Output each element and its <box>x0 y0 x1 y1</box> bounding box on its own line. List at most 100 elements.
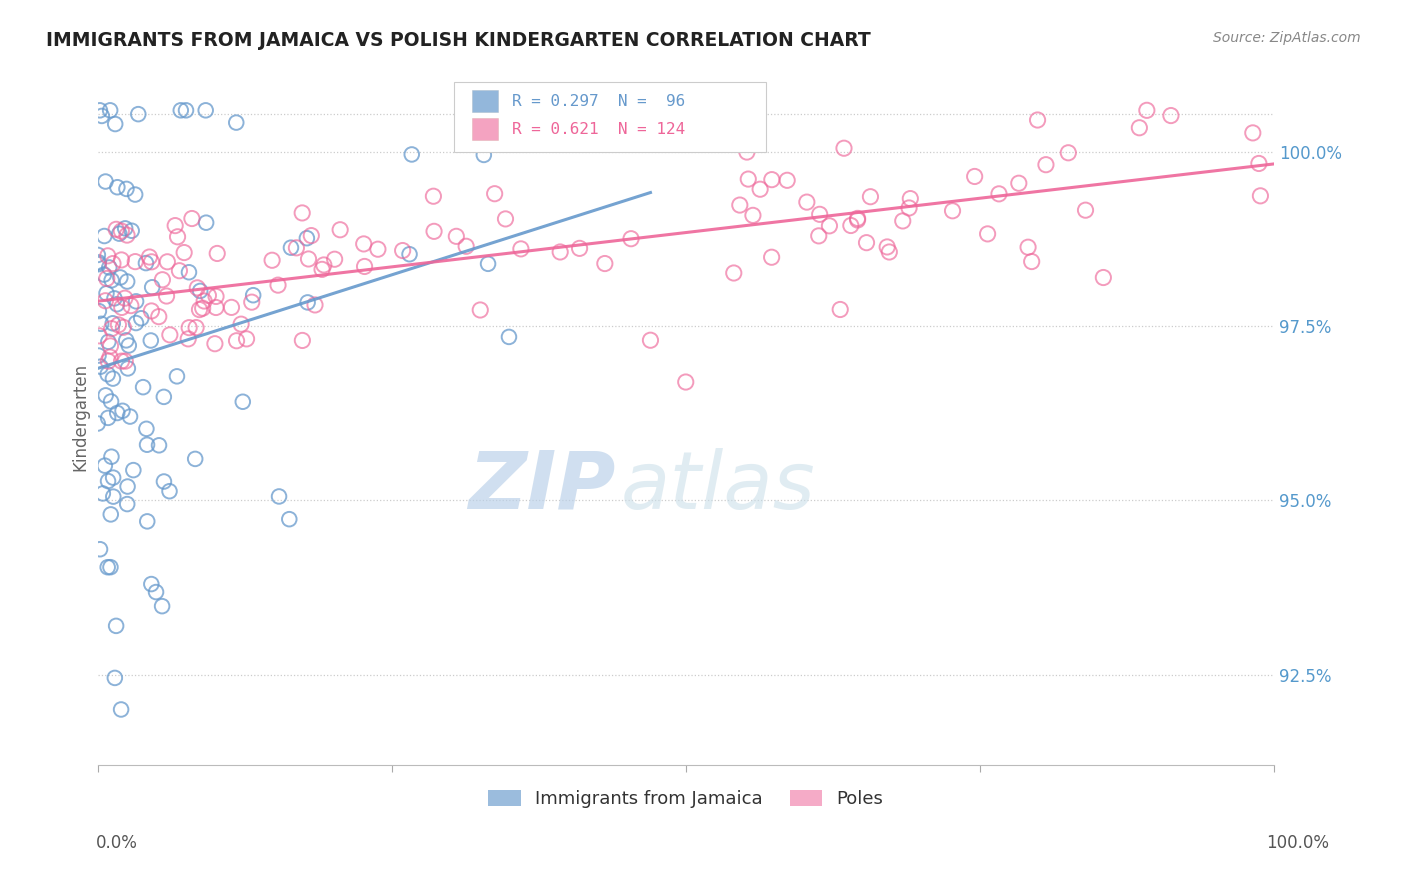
FancyBboxPatch shape <box>471 90 498 112</box>
Point <box>98 260 121 275</box>
Point <box>124 254 146 268</box>
Point <box>367 242 389 256</box>
Point <box>742 208 765 222</box>
Point <box>941 203 963 218</box>
Point <box>115 497 138 511</box>
Point <box>353 236 375 251</box>
Point <box>299 228 322 243</box>
Point <box>125 316 148 330</box>
Point <box>353 260 375 274</box>
Point <box>446 229 468 244</box>
Point <box>132 380 155 394</box>
Point <box>127 107 149 121</box>
Point <box>110 224 132 238</box>
Point <box>193 293 215 308</box>
Point <box>97 368 120 382</box>
Point <box>818 219 841 233</box>
Point <box>101 470 124 484</box>
Point <box>100 321 122 335</box>
Point <box>184 451 207 466</box>
Point <box>91 486 114 500</box>
Point <box>1035 158 1057 172</box>
Point <box>110 354 132 368</box>
Point <box>197 288 219 302</box>
Point <box>830 302 852 317</box>
Point <box>976 227 998 241</box>
Point <box>111 301 134 315</box>
Point <box>111 404 134 418</box>
Point <box>186 281 208 295</box>
FancyBboxPatch shape <box>471 118 498 140</box>
Point <box>267 490 290 504</box>
Point <box>93 268 115 282</box>
Point <box>174 103 197 118</box>
Point <box>118 409 141 424</box>
Point <box>188 284 211 298</box>
Point <box>90 317 112 331</box>
Point <box>136 514 159 528</box>
Point <box>963 169 986 184</box>
Point <box>807 228 830 243</box>
Point <box>120 299 142 313</box>
Point <box>235 332 257 346</box>
Point <box>114 291 136 305</box>
Point <box>262 253 284 268</box>
Point <box>87 255 110 269</box>
Point <box>96 271 118 285</box>
Point <box>94 388 117 402</box>
Point <box>548 244 571 259</box>
Point <box>135 422 157 436</box>
Point <box>855 235 877 250</box>
Point <box>103 291 125 305</box>
Point <box>141 304 163 318</box>
Point <box>191 301 214 316</box>
Point <box>1017 240 1039 254</box>
Point <box>1249 189 1271 203</box>
Point <box>620 232 643 246</box>
Point <box>104 671 127 685</box>
Point <box>148 310 170 324</box>
Point <box>1057 145 1080 160</box>
Point <box>278 512 301 526</box>
Point <box>104 117 127 131</box>
Text: R = 0.297  N =  96: R = 0.297 N = 96 <box>512 94 685 109</box>
Point <box>118 338 141 352</box>
Point <box>205 246 228 260</box>
Point <box>169 263 191 277</box>
Point <box>125 294 148 309</box>
Point <box>93 229 115 244</box>
Point <box>796 195 818 210</box>
Point <box>115 182 138 196</box>
Text: 100.0%: 100.0% <box>1265 834 1329 852</box>
Point <box>100 273 122 287</box>
Point <box>737 172 759 186</box>
Point <box>115 275 138 289</box>
Point <box>329 223 352 237</box>
Text: 0.0%: 0.0% <box>96 834 138 852</box>
Point <box>89 329 111 343</box>
Point <box>97 334 120 349</box>
Text: IMMIGRANTS FROM JAMAICA VS POLISH KINDERGARTEN CORRELATION CHART: IMMIGRANTS FROM JAMAICA VS POLISH KINDER… <box>46 31 872 50</box>
Point <box>495 211 517 226</box>
Point <box>398 247 420 261</box>
Point <box>103 490 125 504</box>
Point <box>87 248 110 262</box>
Y-axis label: Kindergarten: Kindergarten <box>72 363 89 471</box>
Point <box>148 438 170 452</box>
Point <box>97 354 120 368</box>
Point <box>101 256 124 270</box>
Point <box>156 254 179 268</box>
Text: ZIP: ZIP <box>468 448 616 525</box>
Point <box>401 147 423 161</box>
Point <box>139 334 162 348</box>
Point <box>808 207 831 221</box>
Point <box>105 297 128 311</box>
Point <box>472 148 495 162</box>
Point <box>101 316 124 330</box>
Point <box>839 219 862 233</box>
Point <box>94 458 117 473</box>
Point <box>135 256 157 270</box>
Point <box>129 311 152 326</box>
Point <box>1026 113 1049 128</box>
Point <box>1074 203 1097 218</box>
